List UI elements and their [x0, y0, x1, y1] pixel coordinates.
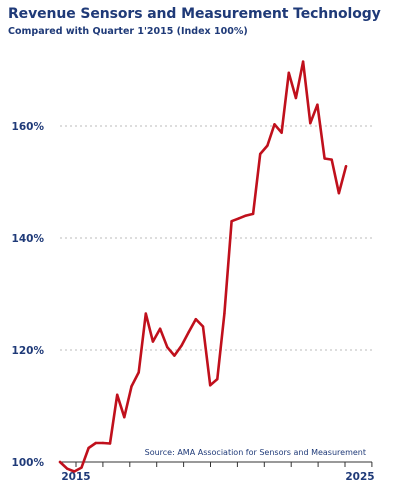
series-group: [58, 60, 348, 473]
x-tick-label: 2025: [345, 471, 374, 483]
y-tick-label: 120%: [12, 345, 45, 357]
data-point: [301, 60, 305, 63]
data-point: [237, 217, 240, 220]
data-point: [130, 385, 133, 388]
data-point: [294, 96, 298, 100]
data-point: [108, 442, 112, 445]
data-point: [58, 460, 62, 464]
data-point: [273, 123, 276, 126]
source-note: Source: AMA Association for Sensors and …: [145, 448, 366, 457]
data-point: [66, 467, 69, 470]
data-point: [344, 165, 348, 168]
data-point: [259, 152, 262, 156]
data-point: [144, 312, 147, 315]
chart-subtitle: Compared with Quarter 1'2015 (Index 100%…: [8, 26, 248, 37]
chart-title: Revenue Sensors and Measurement Technolo…: [8, 6, 381, 22]
y-tick-label: 100%: [12, 457, 45, 469]
data-point: [187, 330, 190, 334]
data-point: [244, 214, 248, 217]
data-point: [280, 131, 283, 134]
data-point: [323, 157, 326, 160]
data-point: [194, 318, 197, 321]
revenue-series-line: [58, 60, 348, 473]
data-point: [223, 312, 226, 315]
data-point: [209, 384, 212, 387]
data-point: [94, 441, 98, 445]
data-point: [316, 103, 319, 106]
data-point: [337, 192, 341, 195]
data-point: [101, 441, 105, 445]
data-point: [151, 340, 155, 343]
x-axis: 2015 2025: [60, 461, 375, 483]
data-point: [73, 470, 76, 473]
x-tick-label: 2015: [61, 471, 90, 483]
y-tick-label: 140%: [12, 233, 45, 245]
data-point: [173, 354, 176, 357]
data-point: [330, 158, 333, 161]
data-point: [201, 325, 205, 328]
data-point: [80, 466, 83, 469]
data-point: [158, 327, 162, 330]
data-point: [137, 371, 140, 374]
y-tick-label: 160%: [12, 121, 45, 133]
y-axis-ticks: 100% 120% 140% 160%: [12, 121, 45, 469]
data-point: [87, 446, 90, 450]
data-point: [180, 344, 183, 347]
data-point: [166, 346, 169, 349]
data-point: [116, 393, 119, 396]
data-point: [309, 122, 312, 125]
data-point: [287, 71, 290, 75]
data-point: [266, 144, 269, 147]
data-point: [216, 377, 219, 381]
data-point: [251, 212, 255, 216]
data-point: [123, 416, 126, 419]
data-point: [230, 220, 233, 223]
